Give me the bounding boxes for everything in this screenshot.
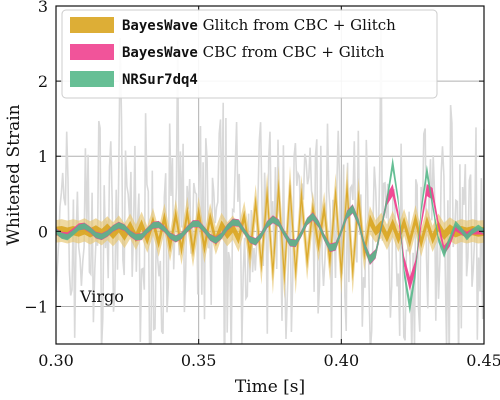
x-axis-label: Time [s] xyxy=(235,377,305,397)
x-tick-label-3: 0.45 xyxy=(466,351,500,370)
legend-label-1: BayesWave CBC from CBC + Glitch xyxy=(122,43,385,61)
legend-label-text-0: Glitch from CBC + Glitch xyxy=(198,16,396,34)
y-tick-label-0: −1 xyxy=(24,297,48,316)
plot-frame xyxy=(55,5,485,345)
legend-swatch-1 xyxy=(70,44,114,60)
legend-label-text-1: CBC from CBC + Glitch xyxy=(198,43,385,61)
legend: BayesWave Glitch from CBC + GlitchBayesW… xyxy=(61,9,438,99)
legend-label-mono-2: NRSur7dq4 xyxy=(122,72,198,88)
legend-label-0: BayesWave Glitch from CBC + Glitch xyxy=(122,16,396,34)
y-tick-label-1: 0 xyxy=(38,222,48,241)
x-tick-label-1: 0.35 xyxy=(181,351,217,370)
legend-label-mono-1: BayesWave xyxy=(122,45,198,61)
y-tick-label-2: 1 xyxy=(38,147,48,166)
x-tick-label-0: 0.30 xyxy=(38,351,74,370)
nrsur-band xyxy=(56,157,484,314)
y-axis-label: Whitened Strain xyxy=(4,104,24,245)
x-tick-label-2: 0.40 xyxy=(324,351,360,370)
legend-box xyxy=(61,9,438,99)
glitch-inner-band xyxy=(56,178,484,286)
detector-annotation: Virgo xyxy=(79,287,124,306)
y-tick-label-4: 3 xyxy=(38,0,48,16)
legend-label-mono-0: BayesWave xyxy=(122,18,198,34)
y-tick-label-3: 2 xyxy=(38,72,48,91)
legend-swatch-0 xyxy=(70,17,114,33)
axis-ticks: 0.30 0.35 0.40 0.45 −1 0 1 2 3 xyxy=(24,0,500,370)
legend-label-2: NRSur7dq4 xyxy=(122,72,198,88)
legend-swatch-2 xyxy=(70,71,114,87)
plot-area xyxy=(56,26,484,344)
